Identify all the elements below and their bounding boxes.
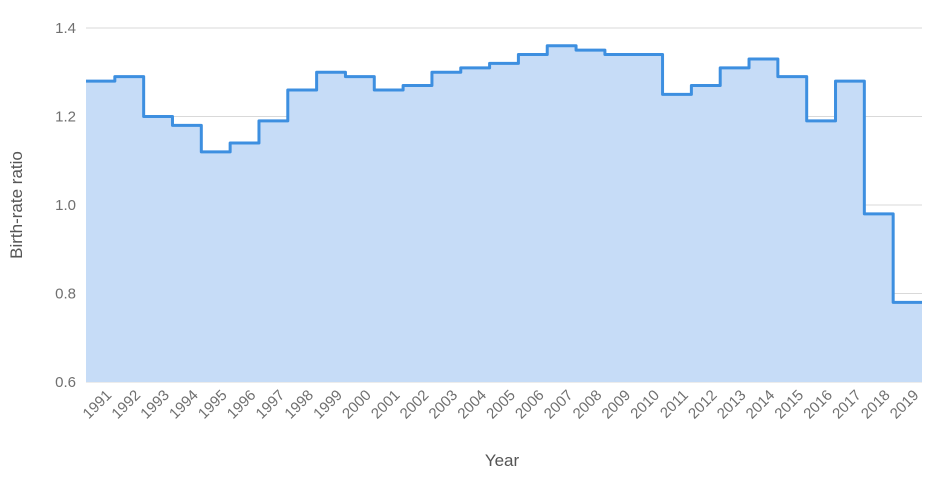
x-tick-label: 1999 [310, 387, 346, 423]
y-tick-label: 1.0 [55, 197, 76, 214]
data-point-2012 [691, 84, 720, 88]
x-tick-label: 2014 [743, 387, 779, 423]
x-tick-label: 1996 [224, 387, 260, 423]
x-tick-label: 1995 [195, 387, 231, 423]
x-tick-label: 2002 [397, 387, 433, 423]
x-tick-label: 2005 [483, 387, 519, 423]
data-point-2004 [461, 66, 490, 70]
data-point-1996 [230, 141, 259, 145]
data-point-1992 [115, 75, 144, 79]
x-tick-label: 1992 [108, 387, 144, 423]
y-axis-title: Birth-rate ratio [7, 151, 26, 259]
data-point-1995 [201, 150, 230, 154]
x-tick-label: 2011 [657, 387, 692, 422]
x-tick-label: 2015 [771, 387, 807, 423]
data-point-2008 [576, 48, 605, 52]
data-point-2014 [749, 57, 778, 61]
data-point-2016 [807, 119, 836, 123]
data-point-1994 [172, 123, 201, 127]
series-line [86, 44, 922, 304]
x-tick-label: 1993 [137, 387, 173, 423]
x-axis-tick-labels: 1991199219931994199519961997199819992000… [80, 387, 923, 423]
x-tick-label: 2010 [627, 387, 663, 423]
x-tick-label: 2006 [512, 387, 548, 423]
y-tick-label: 1.4 [55, 20, 76, 37]
y-tick-label: 0.8 [55, 286, 76, 303]
x-tick-label: 2018 [858, 387, 894, 423]
data-point-2001 [374, 88, 403, 92]
area-series [86, 44, 922, 382]
data-point-1993 [144, 115, 173, 119]
data-point-1997 [259, 119, 288, 123]
x-tick-label: 2017 [829, 387, 865, 423]
data-point-1999 [317, 70, 346, 74]
data-point-1998 [288, 88, 317, 92]
y-tick-label: 0.6 [55, 374, 76, 391]
data-point-2000 [345, 75, 374, 79]
data-point-2003 [432, 70, 461, 74]
x-tick-label: 2008 [570, 387, 606, 423]
data-point-2013 [720, 66, 749, 70]
x-tick-label: 2003 [426, 387, 462, 423]
data-point-1991 [86, 79, 115, 83]
x-tick-label: 2000 [339, 387, 375, 423]
x-tick-label: 2013 [714, 387, 750, 423]
x-tick-label: 1997 [253, 387, 289, 423]
x-tick-label: 2007 [541, 387, 577, 423]
data-point-2005 [490, 61, 519, 65]
data-point-2002 [403, 84, 432, 88]
x-tick-label: 2001 [368, 387, 404, 423]
data-point-2010 [634, 53, 663, 57]
data-point-2018 [864, 212, 893, 216]
x-tick-label: 2019 [887, 387, 923, 423]
x-axis-title: Year [485, 451, 520, 470]
x-tick-label: 1991 [80, 387, 116, 423]
x-tick-label: 2016 [800, 387, 836, 423]
data-point-2019 [893, 300, 922, 304]
x-tick-label: 2012 [685, 387, 721, 423]
y-axis-tick-labels: 0.6 0.8 1.0 1.2 1.4 [55, 20, 76, 391]
area-fill [86, 45, 922, 382]
data-point-2017 [836, 79, 865, 83]
x-tick-label: 2004 [454, 387, 490, 423]
data-point-2009 [605, 53, 634, 57]
data-point-2007 [547, 44, 576, 48]
data-point-2015 [778, 75, 807, 79]
data-point-2011 [663, 92, 692, 96]
data-point-2006 [518, 53, 547, 57]
x-tick-label: 1994 [166, 387, 202, 423]
x-tick-label: 1998 [281, 387, 317, 423]
x-tick-label: 2009 [599, 387, 635, 423]
y-tick-label: 1.2 [55, 109, 76, 126]
